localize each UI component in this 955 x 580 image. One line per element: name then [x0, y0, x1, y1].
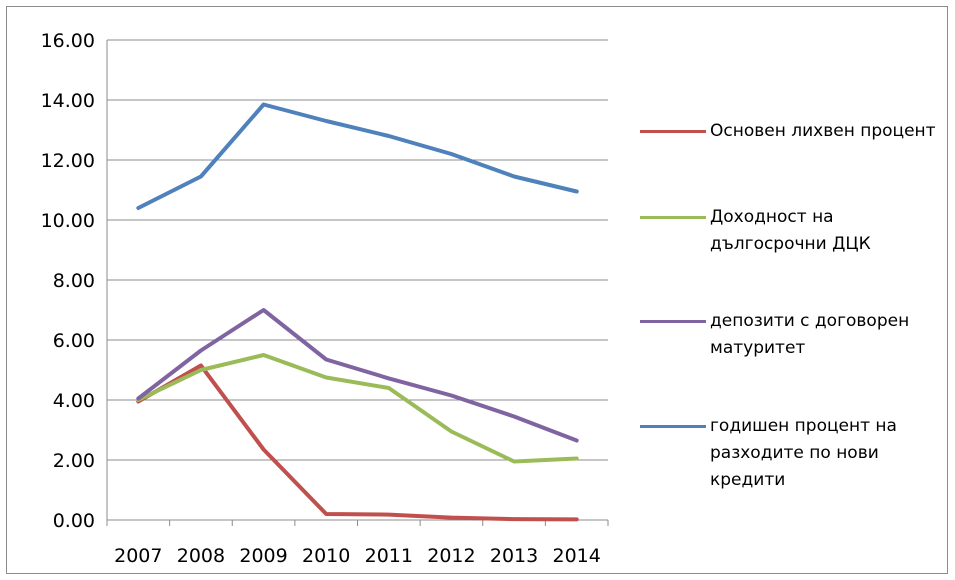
- series-line-3: [136, 102, 579, 210]
- x-tick-label-2011: 2011: [365, 545, 413, 567]
- legend-item-3: годишен процент на разходите по нови кре…: [640, 413, 940, 494]
- legend-label-0: Основен лихвен процент: [710, 121, 936, 141]
- legend-swatch-0: [640, 130, 706, 133]
- legend-label-1: Доходност на дългосрочни ДЦК: [710, 207, 871, 254]
- y-tick-label-8: 16.00: [41, 30, 95, 52]
- y-tick-label-4: 8.00: [53, 270, 95, 292]
- series-line-1: [136, 353, 579, 464]
- axes: [106, 40, 609, 526]
- x-tick-label-2009: 2009: [239, 545, 287, 567]
- gridlines: [107, 39, 608, 461]
- x-tick-label-2010: 2010: [302, 545, 350, 567]
- series-line-0: [136, 363, 579, 522]
- x-tick-label-2014: 2014: [553, 545, 601, 567]
- legend-swatch-2: [640, 320, 706, 323]
- y-tick-label-3: 6.00: [53, 330, 95, 352]
- legend-swatch-1: [640, 216, 706, 219]
- x-tick-label-2007: 2007: [114, 545, 162, 567]
- y-tick-label-5: 10.00: [41, 210, 95, 232]
- y-tick-label-6: 12.00: [41, 150, 95, 172]
- y-tick-label-2: 4.00: [53, 390, 95, 412]
- tick-labels: 0.00 2.00 4.00 6.00 8.00 10.00 12.00 14.00 16.00…: [41, 30, 601, 567]
- y-tick-label-0: 0.00: [53, 510, 95, 532]
- series-lines: [136, 102, 579, 522]
- series-line-2: [136, 308, 579, 443]
- legend-label-3: годишен процент на разходите по нови кре…: [710, 416, 897, 490]
- legend-label-2: депозити с договорен матуритет: [710, 311, 910, 358]
- x-tick-label-2013: 2013: [490, 545, 538, 567]
- y-tick-label-7: 14.00: [41, 90, 95, 112]
- x-tick-label-2008: 2008: [177, 545, 225, 567]
- y-tick-label-1: 2.00: [53, 450, 95, 472]
- chart-frame: [6, 6, 948, 574]
- legend-item-1: Доходност на дългосрочни ДЦК: [640, 204, 940, 258]
- legend-item-2: депозити с договорен матуритет: [640, 308, 940, 362]
- legend-swatch-3: [640, 425, 706, 428]
- x-tick-label-2012: 2012: [427, 545, 475, 567]
- legend-item-0: Основен лихвен процент: [640, 118, 940, 145]
